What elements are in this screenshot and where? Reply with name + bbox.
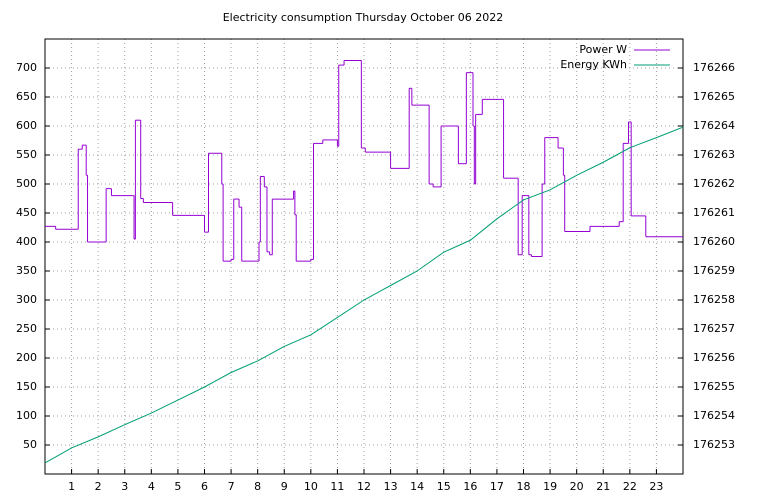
x-tick-label: 11: [330, 480, 344, 493]
x-tick-label: 8: [254, 480, 261, 493]
y2-tick-label: 176266: [693, 61, 735, 74]
y2-tick-label: 176256: [693, 351, 735, 364]
x-tick-label: 13: [384, 480, 398, 493]
plot-border: [44, 38, 684, 475]
x-tick-label: 5: [174, 480, 181, 493]
x-tick-label: 22: [623, 480, 637, 493]
y-tick-label: 500: [16, 177, 37, 190]
y-tick-label: 400: [16, 235, 37, 248]
x-tick-label: 23: [649, 480, 663, 493]
x-tick-label: 3: [121, 480, 128, 493]
x-tick-label: 10: [304, 480, 318, 493]
x-tick-label: 6: [201, 480, 208, 493]
x-tick-label: 12: [357, 480, 371, 493]
y2-tick-label: 176254: [693, 409, 735, 422]
y2-tick-label: 176255: [693, 380, 735, 393]
x-tick-label: 17: [490, 480, 504, 493]
y2-tick-label: 176262: [693, 177, 735, 190]
y-tick-label: 300: [16, 293, 37, 306]
y-tick-label: 550: [16, 148, 37, 161]
y2-tick-label: 176264: [693, 119, 735, 132]
x-tick-label: 14: [410, 480, 424, 493]
y-tick-label: 50: [23, 438, 37, 451]
y-tick-label: 600: [16, 119, 37, 132]
x-tick-label: 4: [148, 480, 155, 493]
x-tick-label: 16: [463, 480, 477, 493]
y2-tick-label: 176261: [693, 206, 735, 219]
legend-label: Power W: [579, 43, 627, 56]
chart-title: Electricity consumption Thursday October…: [223, 11, 504, 24]
x-tick-label: 15: [437, 480, 451, 493]
y2-tick-label: 176260: [693, 235, 735, 248]
x-tick-label: 19: [543, 480, 557, 493]
x-tick-label: 21: [596, 480, 610, 493]
x-tick-label: 20: [570, 480, 584, 493]
y-tick-label: 700: [16, 61, 37, 74]
x-tick-label: 1: [68, 480, 75, 493]
energy-line: [44, 126, 684, 464]
legend-label: Energy KWh: [560, 58, 627, 71]
y-tick-label: 450: [16, 206, 37, 219]
y-tick-label: 250: [16, 322, 37, 335]
y-tick-label: 100: [16, 409, 37, 422]
y2-tick-label: 176263: [693, 148, 735, 161]
y2-tick-label: 176265: [693, 90, 735, 103]
y2-tick-label: 176253: [693, 438, 735, 451]
y-tick-label: 650: [16, 90, 37, 103]
x-tick-label: 2: [95, 480, 102, 493]
y-tick-label: 150: [16, 380, 37, 393]
y2-tick-label: 176258: [693, 293, 735, 306]
y-tick-label: 200: [16, 351, 37, 364]
x-tick-label: 7: [228, 480, 235, 493]
y2-tick-label: 176257: [693, 322, 735, 335]
x-tick-label: 18: [517, 480, 531, 493]
y2-tick-label: 176259: [693, 264, 735, 277]
x-tick-label: 9: [281, 480, 288, 493]
y-tick-label: 350: [16, 264, 37, 277]
